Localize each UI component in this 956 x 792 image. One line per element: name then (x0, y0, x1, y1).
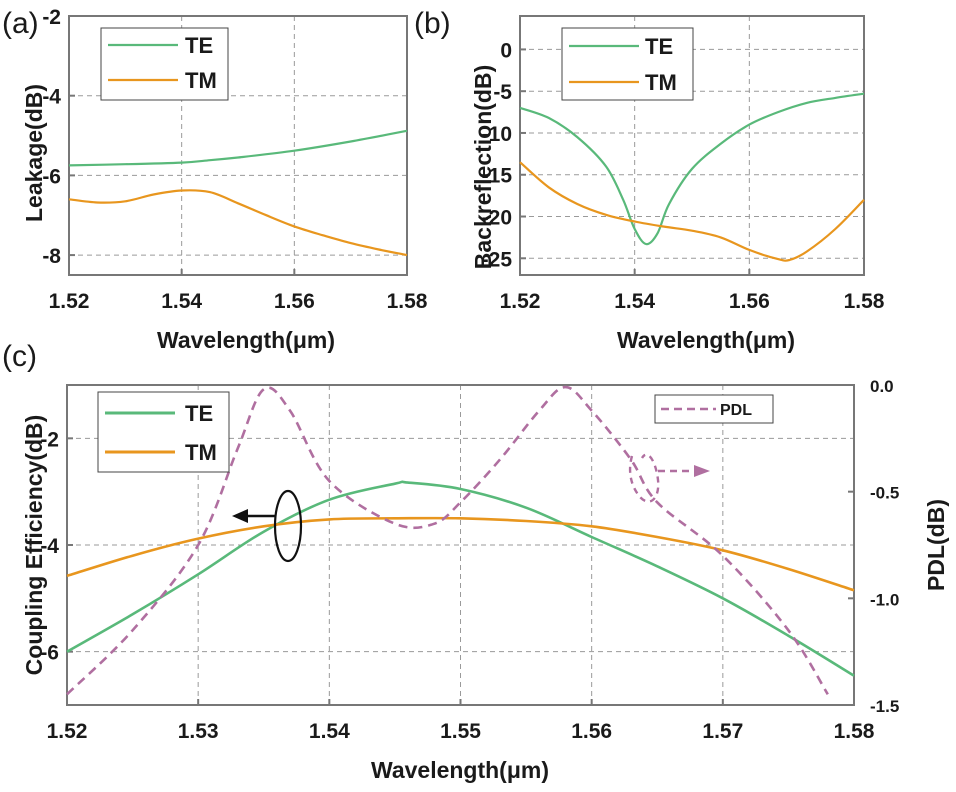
plot-frame (68, 15, 408, 276)
legend2-label-pdl: PDL (720, 402, 752, 419)
series-te-line (519, 92, 865, 246)
y2-tick-label: -0.5 (870, 484, 899, 503)
x-tick-label: 1.56 (729, 290, 770, 313)
panel-b-xlabel: Wavelength(μm) (617, 327, 795, 353)
x-tick-label: 1.58 (844, 290, 885, 313)
panel-c: (c) Coupling Efficiency(dB) PDL(dB) Wave… (2, 340, 949, 783)
plot-frame (519, 15, 865, 276)
x-tick-label: 1.56 (571, 720, 612, 743)
y-tick-label: 0 (500, 39, 512, 62)
legend-label-tm: TM (185, 440, 217, 465)
y-tick-label: -2 (42, 6, 61, 29)
x-tick-label: 1.53 (178, 720, 219, 743)
legend-label-tm: TM (185, 68, 217, 93)
left-arrow-head (232, 509, 248, 523)
y-tick-label: -8 (42, 245, 61, 268)
y-tick-label: -2 (40, 428, 59, 451)
x-tick-label: 1.54 (309, 720, 350, 743)
series-tm-line (519, 161, 865, 262)
panel-a-xlabel: Wavelength(μm) (157, 327, 335, 353)
legend-box (561, 27, 694, 101)
x-tick-label: 1.52 (47, 720, 88, 743)
panel-c-y2label: PDL(dB) (923, 499, 949, 591)
y2-tick-label: -1.5 (870, 697, 899, 716)
y-tick-label: -20 (482, 207, 512, 230)
y-tick-label: -10 (482, 123, 512, 146)
legend-box (97, 391, 230, 473)
y-tick-label: -5 (493, 81, 512, 104)
y-tick-label: -4 (42, 86, 61, 109)
y2-tick-label: 0.0 (870, 377, 894, 396)
pdl-loop (628, 453, 660, 503)
y-tick-label: -25 (482, 248, 513, 271)
y-tick-label: -6 (42, 165, 61, 188)
panel-b-label: (b) (414, 7, 451, 40)
panel-b: (b) Backreflection(dB) Wavelength(μm) 1.… (414, 7, 885, 353)
panel-c-xlabel: Wavelength(μm) (371, 757, 549, 783)
x-tick-label: 1.52 (500, 290, 541, 313)
panel-c-ylabel: Coupling Efficiency(dB) (21, 415, 47, 676)
x-tick-label: 1.55 (440, 720, 481, 743)
y-tick-label: -15 (482, 165, 513, 188)
panel-a-label: (a) (2, 7, 39, 40)
series-te-line (66, 480, 855, 677)
panel-b-ylabel: Backreflection(dB) (470, 65, 496, 269)
legend-label-tm: TM (645, 70, 677, 95)
ellipse-marker (273, 489, 303, 563)
y2-tick-label: -1.0 (870, 590, 899, 609)
x-tick-label: 1.52 (49, 290, 90, 313)
right-arrow-head (694, 465, 710, 477)
x-tick-label: 1.54 (614, 290, 655, 313)
panel-a-ylabel: Leakage(dB) (21, 84, 47, 222)
y-tick-label: -4 (40, 535, 59, 558)
x-tick-label: 1.58 (834, 720, 875, 743)
x-tick-label: 1.57 (702, 720, 743, 743)
series-tm-line (66, 516, 855, 592)
x-tick-label: 1.54 (161, 290, 202, 313)
series-tm-line (68, 189, 408, 257)
panel-c-label: (c) (2, 340, 37, 373)
legend-label-te: TE (185, 33, 213, 58)
series-te-line (68, 129, 408, 167)
legend-box (100, 27, 229, 101)
panel-a: (a) Leakage(dB) Wavelength(μm) 1.52 1.54 1… (2, 6, 428, 353)
legend-label-te: TE (185, 401, 213, 426)
y-tick-label: -6 (40, 642, 59, 665)
x-tick-label: 1.56 (274, 290, 315, 313)
legend-label-te: TE (645, 34, 673, 59)
x-tick-label: 1.58 (387, 290, 428, 313)
